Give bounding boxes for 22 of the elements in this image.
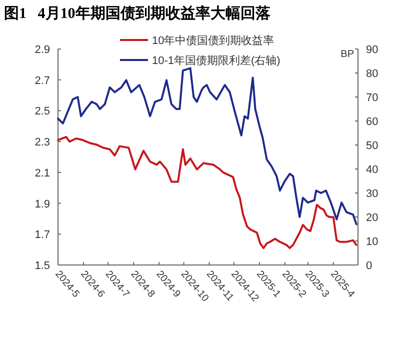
- y2-axis-title: BP: [340, 49, 354, 60]
- y-tick-label: 2.9: [34, 44, 50, 56]
- y2-tick-label: 70: [366, 92, 378, 104]
- y2-tick-label: 50: [366, 140, 378, 152]
- y-tick-label: 1.9: [34, 198, 50, 210]
- y2-tick-label: 60: [366, 116, 378, 128]
- y-tick-label: 2.5: [34, 106, 50, 118]
- y2-tick-label: 0: [366, 260, 372, 272]
- y-tick-label: 2.3: [34, 136, 50, 149]
- y2-tick-label: 80: [366, 68, 378, 80]
- y-tick-label: 2.7: [34, 74, 50, 87]
- legend-label: 10年中债国债到期收益率: [152, 34, 274, 47]
- y2-tick-label: 10: [366, 236, 378, 248]
- y2-tick-label: 90: [366, 44, 378, 56]
- y-tick-label: 1.7: [34, 229, 50, 242]
- chart-title: 图1 4月10年期国债到期收益率大幅回落: [4, 4, 272, 22]
- y-tick-label: 1.5: [34, 260, 50, 272]
- y2-tick-label: 30: [366, 188, 378, 200]
- y-tick-label: 2.1: [34, 167, 50, 180]
- legend-label: 10-1年国债期限利差(右轴): [152, 54, 280, 67]
- y2-tick-label: 20: [366, 212, 378, 224]
- y2-tick-label: 40: [366, 164, 378, 176]
